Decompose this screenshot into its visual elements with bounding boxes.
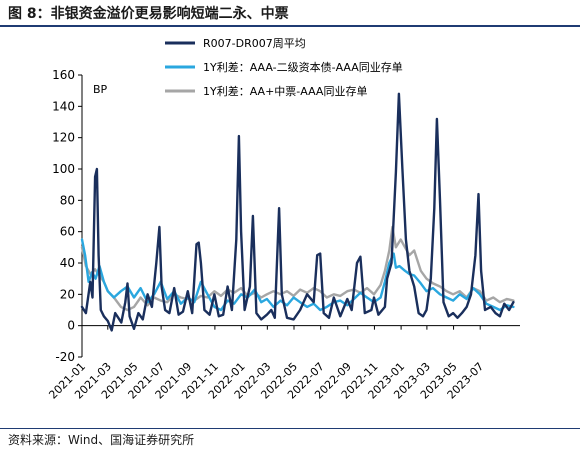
line-chart: R007-DR007周平均 1Y利差：AAA-二级资本债-AAA同业存单 1Y利差：…	[46, 37, 520, 402]
legend-label: 1Y利差：AAA-二级资本债-AAA同业存单	[203, 60, 403, 74]
y-tick-label: 160	[52, 68, 75, 82]
y-tick-label: 40	[60, 256, 75, 270]
y-tick-label: 140	[52, 99, 75, 113]
y-tick-label: 60	[60, 225, 75, 239]
legend-item-1: R007-DR007周平均	[165, 37, 306, 50]
figure-title: 图 8：非银资金溢价更易影响短端二永、中票	[8, 6, 289, 22]
legend-label: 1Y利差：AA+中票-AAA同业存单	[203, 84, 367, 98]
title-divider	[0, 25, 580, 27]
source-note: 资料来源：Wind、国海证券研究所	[8, 433, 195, 447]
plot-area	[80, 92, 515, 332]
series-line-2	[80, 238, 515, 312]
y-tick-label: 100	[52, 162, 75, 176]
source-divider	[0, 428, 580, 429]
legend-label: R007-DR007周平均	[203, 37, 306, 50]
legend-item-2: 1Y利差：AAA-二级资本债-AAA同业存单	[165, 60, 403, 74]
y-tick-label: 120	[52, 131, 75, 145]
y-tick-label: -20	[55, 350, 75, 364]
figure-title-bar: 图 8：非银资金溢价更易影响短端二永、中票	[0, 0, 580, 27]
chart-container: R007-DR007周平均 1Y利差：AAA-二级资本债-AAA同业存单 1Y利差：…	[0, 27, 580, 427]
y-tick-label: 20	[60, 287, 75, 301]
y-axis-label: BP	[93, 83, 108, 96]
series-line-1	[80, 92, 515, 332]
legend-item-3: 1Y利差：AA+中票-AAA同业存单	[165, 84, 367, 98]
x-axis: 2021-012021-032021-052021-072021-092021-…	[46, 325, 520, 402]
y-axis: -20 0 20 40 60 80 100 120 140 160	[52, 68, 83, 364]
y-tick-label: 80	[60, 193, 75, 207]
legend: R007-DR007周平均 1Y利差：AAA-二级资本债-AAA同业存单 1Y利差：…	[165, 37, 403, 98]
y-tick-label: 0	[67, 319, 75, 333]
